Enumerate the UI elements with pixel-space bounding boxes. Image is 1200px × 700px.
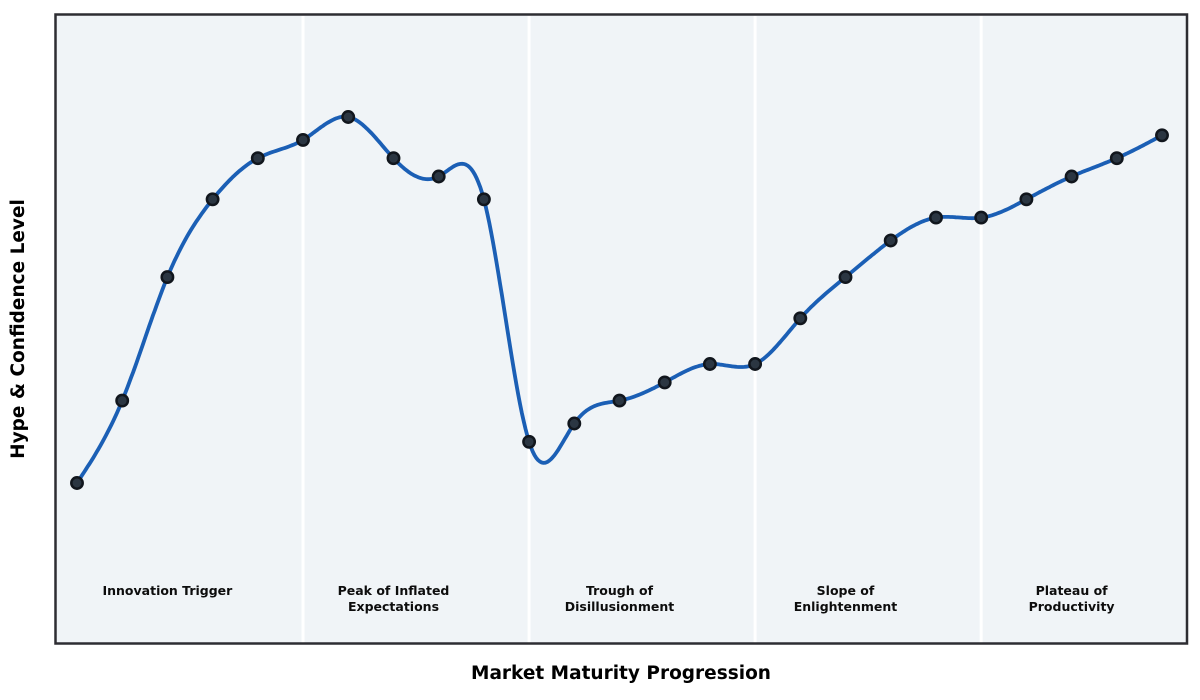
phase-label-slope-of-enlightenment: Slope of Enlightenment — [794, 583, 898, 614]
data-point — [748, 357, 763, 371]
phase-label-line1: Trough of — [586, 583, 654, 598]
data-point — [838, 270, 853, 285]
data-point — [386, 151, 401, 166]
data-point — [929, 210, 943, 225]
x-axis-label: Market Maturity Progression — [471, 663, 771, 684]
data-point — [1109, 151, 1124, 166]
data-point — [974, 210, 989, 225]
phase-label-line2: Expectations — [348, 599, 439, 614]
phase-label-line1: Innovation Trigger — [102, 583, 233, 598]
data-point — [476, 192, 491, 207]
phase-label-line2: Enlightenment — [794, 599, 898, 614]
data-point — [1155, 128, 1169, 143]
data-point — [160, 270, 175, 285]
phase-label-peak-of-inflated-expectations: Peak of Inflated Expectations — [338, 583, 450, 614]
phase-label-line1: Plateau of — [1036, 583, 1109, 598]
data-point — [1064, 169, 1079, 184]
phase-label-line1: Peak of Inflated — [338, 583, 450, 598]
data-point — [612, 393, 627, 408]
data-point — [341, 110, 356, 124]
data-point — [883, 233, 898, 248]
data-point — [657, 375, 672, 390]
phase-label-trough-of-disillusionment: Trough of Disillusionment — [565, 583, 674, 614]
data-point — [522, 434, 537, 449]
phase-label-line1: Slope of — [817, 583, 875, 598]
data-point — [567, 416, 582, 431]
data-point — [296, 132, 310, 147]
data-point — [431, 169, 446, 184]
data-point — [1019, 192, 1034, 207]
plot-border — [54, 13, 1189, 645]
data-point — [70, 476, 84, 490]
phase-label-line2: Disillusionment — [565, 599, 674, 614]
data-point — [250, 151, 265, 166]
plot-area — [55, 14, 1187, 644]
phase-label-innovation-trigger: Innovation Trigger — [102, 583, 233, 598]
phase-separators — [301, 16, 983, 643]
phase-label-line2: Productivity — [1029, 599, 1115, 614]
data-point — [702, 357, 717, 371]
data-point — [793, 311, 808, 326]
y-axis-label: Hype & Confidence Level — [8, 199, 29, 459]
data-point — [205, 192, 220, 207]
data-points — [70, 110, 1169, 490]
phase-labels: Innovation Trigger Peak of Inflated Expe… — [102, 583, 1114, 614]
data-point — [115, 393, 130, 408]
phase-label-plateau-of-productivity: Plateau of Productivity — [1029, 583, 1115, 614]
